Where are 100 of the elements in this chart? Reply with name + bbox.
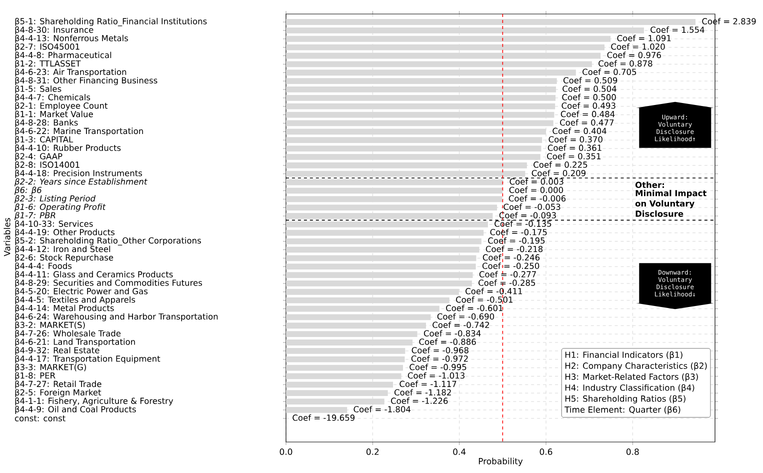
bar <box>286 306 440 312</box>
bar <box>286 137 542 144</box>
y-tick-label: β4-1-1: Fishery, Agriculture & Forestry <box>15 398 174 406</box>
y-tick-label: β4-9-32: Real Estate <box>15 346 100 355</box>
y-tick-label: β3-2: MARKET(S) <box>15 322 85 330</box>
annotation: Coef = -0.250 <box>482 262 540 269</box>
y-tick-label: β1-3: CAPITAL <box>15 136 74 144</box>
annotation: Coef = 0.878 <box>598 60 652 67</box>
y-tick-label: β4-7-26: Wholesale Trade <box>15 330 121 338</box>
annotation: Coef = -0.053 <box>504 204 560 210</box>
bar <box>286 364 403 371</box>
y-tick-label: β4-10-33: Services <box>15 220 93 228</box>
bar <box>286 52 601 59</box>
annotation: Coef = -0.135 <box>494 220 552 227</box>
annotation: Coef = -19.659 <box>292 414 355 421</box>
bar <box>286 314 431 320</box>
y-tick-label: β4-6-22: Marine Transportation <box>15 128 143 136</box>
bar <box>286 340 413 346</box>
annotation: Coef = 1.091 <box>617 34 671 42</box>
y-tick-label: β2-3: Listing Period <box>14 195 96 204</box>
annotation: Coef = -0.411 <box>466 288 522 294</box>
annotation: Other: <box>635 182 664 188</box>
y-tick-label: β1-2: TTLASSET <box>15 60 81 68</box>
bar <box>286 331 418 338</box>
annotation: Coef = 0.500 <box>562 94 616 100</box>
y-tick-label: β2-7: ISO45001 <box>15 43 80 52</box>
bar <box>286 356 405 362</box>
annotation: Coef = 0.404 <box>552 128 606 134</box>
bar <box>286 94 556 101</box>
bar <box>286 373 402 380</box>
y-tick-label: β4-4-17: Transportation Equipment <box>15 355 160 364</box>
bar <box>286 36 611 42</box>
bar <box>286 154 540 160</box>
y-tick-label: β2-6: Stock Repurchase <box>15 254 114 262</box>
annotation: Coef = 0.370 <box>548 136 602 142</box>
bar <box>286 297 450 304</box>
bar <box>286 238 482 244</box>
y-tick-label: β2-1: Employee Count <box>15 102 108 110</box>
bar <box>286 348 406 354</box>
y-tick-label: β4-7-27: Retail Trade <box>15 380 102 389</box>
annotation: Coef = -0.690 <box>437 313 494 320</box>
bar <box>286 264 476 270</box>
annotation: Coef = 0.000 <box>509 186 563 194</box>
annotation: H4: Industry Classification (β4) <box>565 384 694 392</box>
bar <box>286 188 503 194</box>
bar <box>286 246 480 253</box>
y-tick-label: β4-4-14: Metal Products <box>15 304 114 313</box>
annotation: Time Element: Quarter (β6) <box>564 406 680 414</box>
y-tick-label: β2-2: Years since Establishment <box>14 178 148 186</box>
y-tick-label: β4-8-30: Insurance <box>15 26 94 34</box>
y-tick-label: β1-7: PBR <box>14 212 56 220</box>
bar <box>286 86 556 92</box>
bar <box>286 382 394 388</box>
annotation: H3: Market-Related Factors (β3) <box>565 373 698 382</box>
x-tick-label: 0.6 <box>540 448 552 455</box>
y-tick-label: β4-5-20: Electric Power and Gas <box>15 288 148 296</box>
y-tick-label: β4-4-18: Precision Instruments <box>15 170 142 178</box>
annotation: Coef = -0.601 <box>446 304 502 312</box>
bar <box>286 230 484 236</box>
bar <box>286 196 502 202</box>
bar <box>286 120 554 126</box>
bar <box>286 288 459 295</box>
x-tick-label: 0.8 <box>626 448 639 455</box>
annotation: Coef = -0.886 <box>419 338 476 345</box>
y-tick-label: β4-6-21: Land Transportation <box>15 338 135 347</box>
bar <box>286 221 488 228</box>
x-tick-label: 0.4 <box>453 448 466 455</box>
annotation: Coef = -1.013 <box>408 372 464 379</box>
y-tick-label: β4-4-9: Oil and Coal Products <box>15 406 136 414</box>
y-tick-label: β4-4-10: Rubber Products <box>15 144 121 153</box>
bar <box>286 162 527 168</box>
bar <box>286 146 542 152</box>
bar <box>286 128 546 135</box>
y-tick-label: β2-8: ISO14001 <box>15 161 80 170</box>
annotation: Coef = 0.351 <box>547 152 600 160</box>
bar <box>286 19 696 25</box>
y-tick-label: β2-4: GAAP <box>15 152 62 161</box>
annotation: Coef = 1.020 <box>611 43 665 50</box>
annotation: Coef = -0.968 <box>412 346 468 354</box>
bar <box>286 170 526 177</box>
bar <box>286 272 473 278</box>
annotation: Coef = 1.554 <box>650 26 704 33</box>
annotation: Coef = -0.501 <box>456 296 512 303</box>
annotation: Coef = -0.277 <box>479 271 536 278</box>
annotation: Coef = 0.003 <box>510 178 564 185</box>
annotation: Coef = -0.972 <box>411 355 468 362</box>
annotation: Coef = -0.195 <box>488 237 545 244</box>
y-tick-label: β4-6-24: Warehousing and Harbor Transportation <box>15 313 218 322</box>
bar <box>286 112 554 118</box>
annotation: Coef = -1.182 <box>394 389 451 396</box>
annotation: Coef = -0.093 <box>499 212 556 218</box>
annotation: Coef = -0.285 <box>478 279 536 286</box>
bar <box>286 179 504 186</box>
y-tick-label: β3-3: MARKET(G) <box>15 364 86 372</box>
y-tick-label: β2-5: Foreign Market <box>15 389 102 398</box>
y-tick-label: β4-8-31: Other Financing Business <box>15 77 158 86</box>
y-tick-label: β4-8-29: Securities and Commodities Futures <box>15 279 202 288</box>
y-axis-title: Variables <box>4 218 10 256</box>
y-tick-label: β4-4-8: Pharmaceutical <box>15 52 112 60</box>
y-tick-label: β4-4-19: Other Products <box>15 228 115 237</box>
